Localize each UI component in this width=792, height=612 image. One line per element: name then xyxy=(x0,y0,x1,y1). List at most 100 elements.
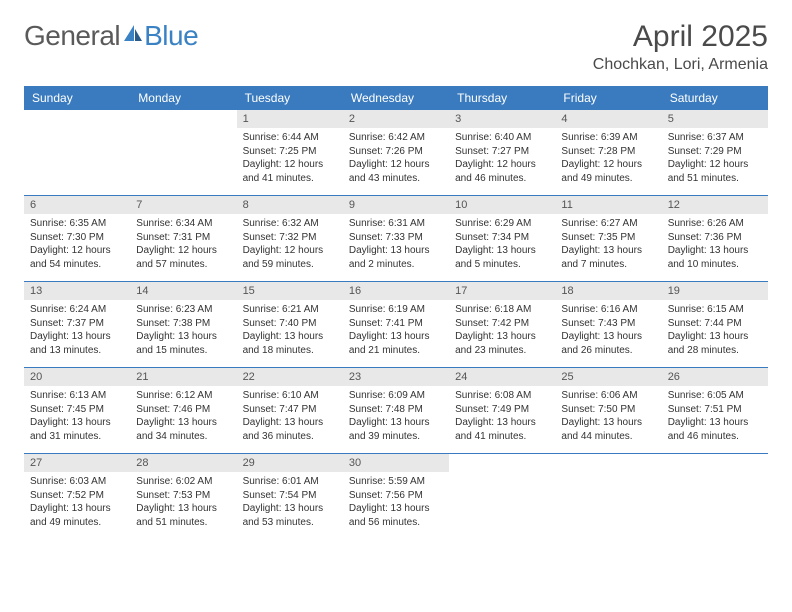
sunset-line: Sunset: 7:27 PM xyxy=(455,145,549,159)
calendar-day-cell: 19Sunrise: 6:15 AMSunset: 7:44 PMDayligh… xyxy=(662,282,768,368)
title-block: April 2025 Chochkan, Lori, Armenia xyxy=(593,20,768,74)
calendar-day-cell: 21Sunrise: 6:12 AMSunset: 7:46 PMDayligh… xyxy=(130,368,236,454)
calendar-day-cell: 15Sunrise: 6:21 AMSunset: 7:40 PMDayligh… xyxy=(237,282,343,368)
sunset-line: Sunset: 7:50 PM xyxy=(561,403,655,417)
day-number: 22 xyxy=(237,368,343,386)
calendar-day-cell xyxy=(130,110,236,196)
calendar-day-cell: 18Sunrise: 6:16 AMSunset: 7:43 PMDayligh… xyxy=(555,282,661,368)
weekday-header: Wednesday xyxy=(343,86,449,110)
sunset-line: Sunset: 7:28 PM xyxy=(561,145,655,159)
sunrise-line: Sunrise: 6:32 AM xyxy=(243,217,337,231)
sunset-line: Sunset: 7:29 PM xyxy=(668,145,762,159)
calendar-day-cell: 13Sunrise: 6:24 AMSunset: 7:37 PMDayligh… xyxy=(24,282,130,368)
page-header: General Blue April 2025 Chochkan, Lori, … xyxy=(24,20,768,74)
day-data: Sunrise: 6:02 AMSunset: 7:53 PMDaylight:… xyxy=(130,472,236,539)
sunset-line: Sunset: 7:33 PM xyxy=(349,231,443,245)
sunset-line: Sunset: 7:30 PM xyxy=(30,231,124,245)
sunrise-line: Sunrise: 6:31 AM xyxy=(349,217,443,231)
sunset-line: Sunset: 7:46 PM xyxy=(136,403,230,417)
calendar-day-cell xyxy=(449,454,555,540)
day-number: 2 xyxy=(343,110,449,128)
day-data: Sunrise: 6:15 AMSunset: 7:44 PMDaylight:… xyxy=(662,300,768,367)
daylight-line: Daylight: 13 hours and 53 minutes. xyxy=(243,502,337,529)
weekday-header: Saturday xyxy=(662,86,768,110)
sunrise-line: Sunrise: 6:44 AM xyxy=(243,131,337,145)
daylight-line: Daylight: 12 hours and 46 minutes. xyxy=(455,158,549,185)
day-data: Sunrise: 6:42 AMSunset: 7:26 PMDaylight:… xyxy=(343,128,449,195)
sunset-line: Sunset: 7:47 PM xyxy=(243,403,337,417)
location-text: Chochkan, Lori, Armenia xyxy=(593,56,768,74)
day-number: 19 xyxy=(662,282,768,300)
calendar-day-cell: 5Sunrise: 6:37 AMSunset: 7:29 PMDaylight… xyxy=(662,110,768,196)
day-number: 1 xyxy=(237,110,343,128)
daylight-line: Daylight: 12 hours and 43 minutes. xyxy=(349,158,443,185)
calendar-day-cell: 7Sunrise: 6:34 AMSunset: 7:31 PMDaylight… xyxy=(130,196,236,282)
day-data: Sunrise: 6:21 AMSunset: 7:40 PMDaylight:… xyxy=(237,300,343,367)
sunset-line: Sunset: 7:38 PM xyxy=(136,317,230,331)
sunset-line: Sunset: 7:48 PM xyxy=(349,403,443,417)
sunrise-line: Sunrise: 6:29 AM xyxy=(455,217,549,231)
sunrise-line: Sunrise: 6:42 AM xyxy=(349,131,443,145)
weekday-header: Monday xyxy=(130,86,236,110)
calendar-day-cell: 23Sunrise: 6:09 AMSunset: 7:48 PMDayligh… xyxy=(343,368,449,454)
day-data: Sunrise: 6:09 AMSunset: 7:48 PMDaylight:… xyxy=(343,386,449,453)
calendar-day-cell: 28Sunrise: 6:02 AMSunset: 7:53 PMDayligh… xyxy=(130,454,236,540)
daylight-line: Daylight: 13 hours and 23 minutes. xyxy=(455,330,549,357)
day-data: Sunrise: 6:26 AMSunset: 7:36 PMDaylight:… xyxy=(662,214,768,281)
day-number: 6 xyxy=(24,196,130,214)
daylight-line: Daylight: 13 hours and 41 minutes. xyxy=(455,416,549,443)
calendar-day-cell: 20Sunrise: 6:13 AMSunset: 7:45 PMDayligh… xyxy=(24,368,130,454)
daylight-line: Daylight: 12 hours and 59 minutes. xyxy=(243,244,337,271)
sunrise-line: Sunrise: 6:39 AM xyxy=(561,131,655,145)
sunrise-line: Sunrise: 5:59 AM xyxy=(349,475,443,489)
sunset-line: Sunset: 7:56 PM xyxy=(349,489,443,503)
day-number: 17 xyxy=(449,282,555,300)
day-data: Sunrise: 6:37 AMSunset: 7:29 PMDaylight:… xyxy=(662,128,768,195)
sunset-line: Sunset: 7:53 PM xyxy=(136,489,230,503)
sunrise-line: Sunrise: 6:23 AM xyxy=(136,303,230,317)
daylight-line: Daylight: 13 hours and 56 minutes. xyxy=(349,502,443,529)
calendar-day-cell: 22Sunrise: 6:10 AMSunset: 7:47 PMDayligh… xyxy=(237,368,343,454)
sunrise-line: Sunrise: 6:19 AM xyxy=(349,303,443,317)
sunrise-line: Sunrise: 6:15 AM xyxy=(668,303,762,317)
sunset-line: Sunset: 7:25 PM xyxy=(243,145,337,159)
sunset-line: Sunset: 7:32 PM xyxy=(243,231,337,245)
sunrise-line: Sunrise: 6:35 AM xyxy=(30,217,124,231)
calendar-day-cell: 12Sunrise: 6:26 AMSunset: 7:36 PMDayligh… xyxy=(662,196,768,282)
sunrise-line: Sunrise: 6:24 AM xyxy=(30,303,124,317)
day-number: 8 xyxy=(237,196,343,214)
day-data: Sunrise: 6:18 AMSunset: 7:42 PMDaylight:… xyxy=(449,300,555,367)
day-data: Sunrise: 5:59 AMSunset: 7:56 PMDaylight:… xyxy=(343,472,449,539)
sunset-line: Sunset: 7:34 PM xyxy=(455,231,549,245)
daylight-line: Daylight: 13 hours and 34 minutes. xyxy=(136,416,230,443)
day-data: Sunrise: 6:16 AMSunset: 7:43 PMDaylight:… xyxy=(555,300,661,367)
sunset-line: Sunset: 7:41 PM xyxy=(349,317,443,331)
sunrise-line: Sunrise: 6:12 AM xyxy=(136,389,230,403)
day-number: 23 xyxy=(343,368,449,386)
sunrise-line: Sunrise: 6:16 AM xyxy=(561,303,655,317)
daylight-line: Daylight: 12 hours and 51 minutes. xyxy=(668,158,762,185)
day-data: Sunrise: 6:06 AMSunset: 7:50 PMDaylight:… xyxy=(555,386,661,453)
day-number: 30 xyxy=(343,454,449,472)
brand-part1: General xyxy=(24,20,120,52)
daylight-line: Daylight: 13 hours and 28 minutes. xyxy=(668,330,762,357)
sunset-line: Sunset: 7:40 PM xyxy=(243,317,337,331)
sunrise-line: Sunrise: 6:40 AM xyxy=(455,131,549,145)
day-data: Sunrise: 6:12 AMSunset: 7:46 PMDaylight:… xyxy=(130,386,236,453)
sunrise-line: Sunrise: 6:21 AM xyxy=(243,303,337,317)
calendar-day-cell: 1Sunrise: 6:44 AMSunset: 7:25 PMDaylight… xyxy=(237,110,343,196)
weekday-header-row: Sunday Monday Tuesday Wednesday Thursday… xyxy=(24,86,768,110)
day-number: 10 xyxy=(449,196,555,214)
day-number: 21 xyxy=(130,368,236,386)
sunrise-line: Sunrise: 6:03 AM xyxy=(30,475,124,489)
day-number: 26 xyxy=(662,368,768,386)
day-data: Sunrise: 6:19 AMSunset: 7:41 PMDaylight:… xyxy=(343,300,449,367)
daylight-line: Daylight: 13 hours and 5 minutes. xyxy=(455,244,549,271)
weekday-header: Friday xyxy=(555,86,661,110)
daylight-line: Daylight: 13 hours and 39 minutes. xyxy=(349,416,443,443)
sunrise-line: Sunrise: 6:05 AM xyxy=(668,389,762,403)
day-number: 12 xyxy=(662,196,768,214)
day-data: Sunrise: 6:44 AMSunset: 7:25 PMDaylight:… xyxy=(237,128,343,195)
day-number: 15 xyxy=(237,282,343,300)
daylight-line: Daylight: 12 hours and 41 minutes. xyxy=(243,158,337,185)
